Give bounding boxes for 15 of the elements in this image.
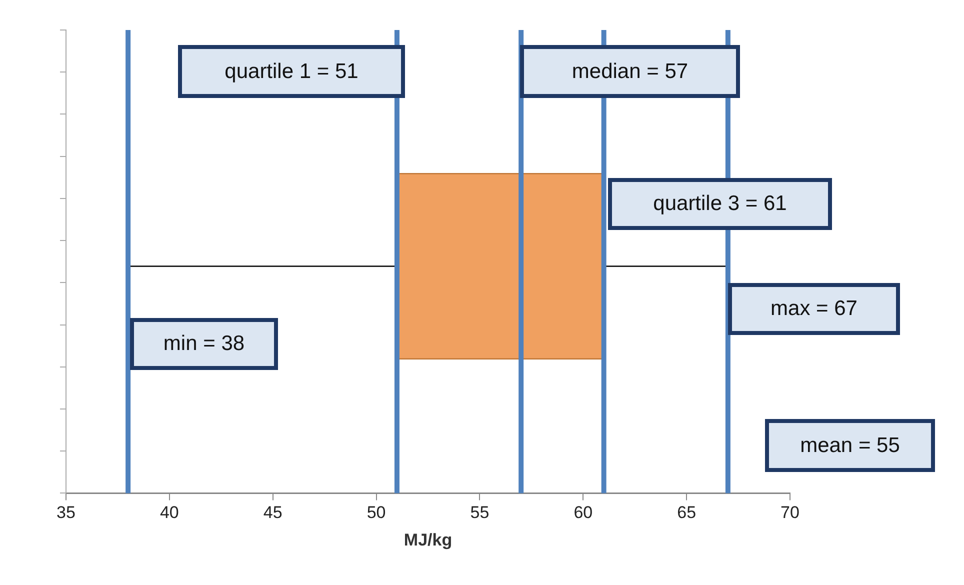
x-tick-label: 45 bbox=[263, 503, 282, 522]
callout-box: max = 67 bbox=[728, 283, 900, 335]
callout-box: quartile 3 = 61 bbox=[608, 178, 832, 230]
callout-box: mean = 55 bbox=[765, 419, 935, 472]
x-tick-label: 35 bbox=[56, 503, 76, 522]
x-tick-label: 40 bbox=[160, 503, 179, 522]
callout-box: min = 38 bbox=[130, 318, 278, 370]
x-tick-label: 70 bbox=[780, 503, 800, 522]
callout-box: quartile 1 = 51 bbox=[178, 45, 405, 98]
x-tick-label: 50 bbox=[366, 503, 386, 522]
callout-box: median = 57 bbox=[520, 45, 740, 98]
x-axis-title: MJ/kg bbox=[404, 530, 452, 550]
x-tick-label: 65 bbox=[677, 503, 696, 522]
x-tick-label: 60 bbox=[574, 503, 593, 522]
x-tick-label: 55 bbox=[470, 503, 490, 522]
